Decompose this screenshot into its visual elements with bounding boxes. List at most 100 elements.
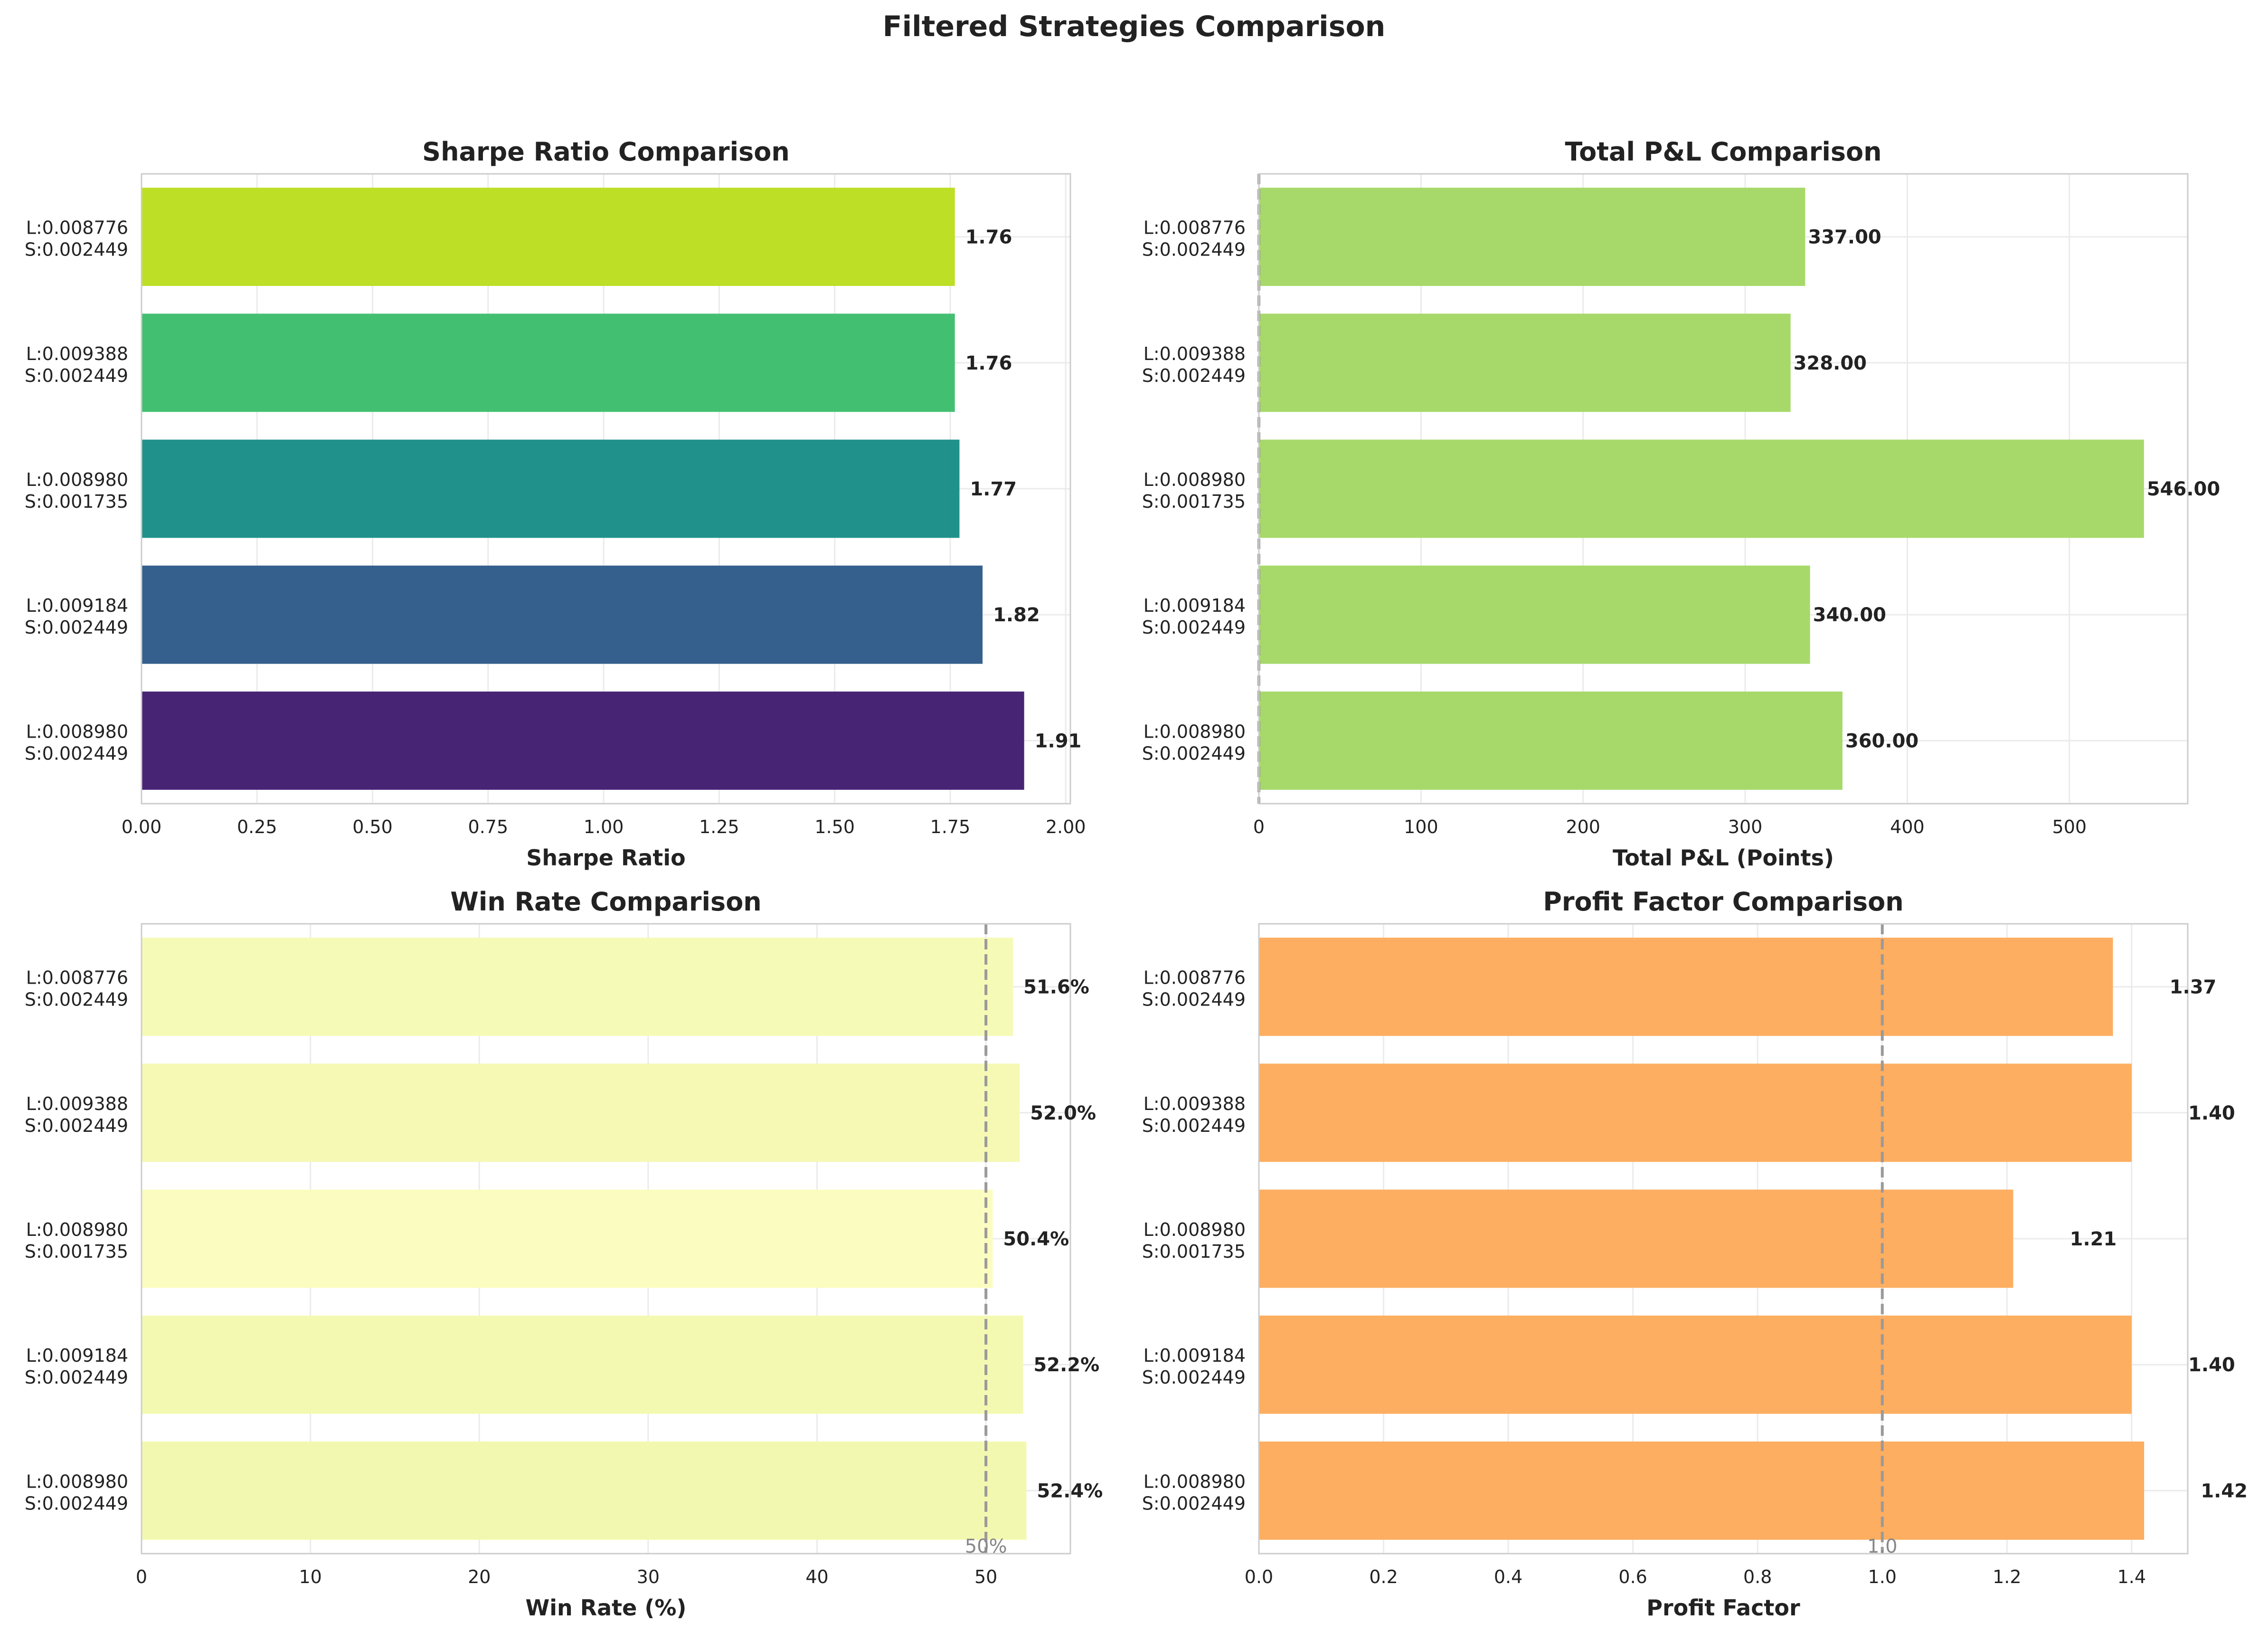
bar [142,313,955,412]
total-p-l-comparison-panel: 360.00 340.00 546.00 328.00 337.00 L:0.008980… [1142,137,2220,871]
x-axis-label: Total P&L (Points) [1613,845,1834,871]
category-label: L:0.009184 S:0.002449 [1142,595,1246,638]
bar [1259,313,1791,412]
x-tick-label: 0.75 [468,816,509,837]
category-label: L:0.009184 S:0.002449 [1142,1345,1246,1388]
value-label: 1.40 [2188,1102,2235,1124]
bar [1259,938,2113,1036]
category-label: L:0.008980 S:0.001735 [1142,469,1246,512]
win-rate-comparison-panel: 50%52.4%52.2%50.4%52.0%51.6%L:0.008980 S:… [25,887,1103,1621]
x-tick-label: 1.50 [814,816,855,837]
bar [1259,691,1843,790]
category-label: L:0.008776 S:0.002449 [1142,968,1246,1010]
bar [142,188,955,286]
category-label: L:0.008980 S:0.001735 [1142,1219,1246,1262]
value-label: 1.42 [2201,1480,2248,1502]
x-tick-label: 500 [2052,816,2087,837]
category-label: L:0.008980 S:0.002449 [25,721,128,764]
bar [1259,1315,2132,1414]
category-label: L:0.009388 S:0.002449 [1142,1093,1246,1136]
value-label: 51.6% [1023,977,1089,998]
x-tick-label: 1.75 [930,816,971,837]
value-label: 1.40 [2188,1354,2235,1376]
x-tick-label: 0 [1253,816,1265,837]
value-label: 340.00 [1813,604,1886,626]
x-tick-label: 200 [1566,816,1600,837]
x-tick-label: 30 [637,1566,660,1587]
x-tick-label: 1.2 [1993,1566,2021,1587]
chart-title: Profit Factor Comparison [1543,887,1903,917]
value-label: 546.00 [2147,478,2220,500]
value-label: 360.00 [1845,730,1918,752]
x-tick-label: 50 [974,1566,997,1587]
x-tick-label: 0.4 [1494,1566,1522,1587]
category-label: L:0.008776 S:0.002449 [1142,218,1246,260]
bar [1259,439,2144,538]
x-tick-label: 10 [299,1566,321,1587]
category-label: L:0.008776 S:0.002449 [25,968,128,1010]
axes-frame [141,173,1071,805]
axes-frame [141,923,1071,1555]
x-axis-label: Win Rate (%) [525,1595,686,1621]
x-tick-label: 1.00 [584,816,624,837]
category-label: L:0.008980 S:0.001735 [25,1219,128,1262]
panels: 1.91 1.82 1.77 1.76 1.76 L:0.008980 S:0.002449… [25,137,2248,1621]
x-tick-label: 400 [1890,816,1925,837]
x-tick-label: 0.6 [1618,1566,1647,1587]
category-label: L:0.008980 S:0.002449 [25,1471,128,1514]
value-label: 1.82 [993,604,1040,626]
bar [142,938,1013,1036]
bar [1259,188,1805,286]
value-label: 52.2% [1033,1354,1099,1376]
bar [1259,565,1810,664]
x-tick-label: 0.00 [122,816,162,837]
value-label: 328.00 [1794,352,1867,374]
category-label: L:0.009184 S:0.002449 [25,595,128,638]
sharpe-ratio-comparison-panel: 1.91 1.82 1.77 1.76 1.76 L:0.008980 S:0.002449… [25,137,1086,871]
x-tick-label: 0.8 [1743,1566,1772,1587]
x-tick-label: 0.25 [237,816,277,837]
value-label: 1.76 [965,227,1012,248]
axes-frame [1258,923,2189,1555]
bar [142,1189,993,1288]
chart-title: Sharpe Ratio Comparison [422,137,790,167]
value-label: 52.4% [1037,1480,1103,1502]
x-tick-label: 0.0 [1245,1566,1273,1587]
bar [142,1063,1020,1162]
value-label: 52.0% [1030,1102,1096,1124]
x-tick-label: 1.0 [1868,1566,1897,1587]
x-tick-label: 0 [136,1566,147,1587]
bar [142,691,1024,790]
value-label: 1.76 [965,352,1012,374]
category-label: L:0.008776 S:0.002449 [25,218,128,260]
chart-title: Win Rate Comparison [450,887,762,917]
category-label: L:0.008980 S:0.001735 [25,469,128,512]
value-label: 1.91 [1035,730,1082,752]
bar [1259,1441,2145,1540]
axes-frame [1258,173,2189,805]
x-tick-label: 2.00 [1046,816,1086,837]
bar [142,1441,1027,1540]
x-tick-label: 20 [468,1566,491,1587]
chart-title: Total P&L Comparison [1565,137,1881,167]
x-tick-label: 40 [805,1566,828,1587]
x-axis-label: Sharpe Ratio [526,845,686,871]
bar [142,565,983,664]
bar [142,439,960,538]
category-label: L:0.009388 S:0.002449 [1142,343,1246,386]
value-label: 1.77 [970,478,1017,500]
x-tick-label: 100 [1404,816,1438,837]
x-tick-label: 1.4 [2117,1566,2146,1587]
bar [142,1315,1023,1414]
x-tick-label: 1.25 [699,816,739,837]
value-label: 1.37 [2170,977,2217,998]
category-label: L:0.008980 S:0.002449 [1142,721,1246,764]
profit-factor-comparison-panel: 1.0 1.42 1.40 1.21 1.40 1.37 L:0.008980 S:0.002… [1142,887,2248,1621]
category-label: L:0.009388 S:0.002449 [25,343,128,386]
bar [1259,1189,2013,1288]
x-tick-label: 300 [1728,816,1763,837]
x-tick-label: 0.2 [1369,1566,1398,1587]
category-label: L:0.009184 S:0.002449 [25,1345,128,1388]
figure-title: Filtered Strategies Comparison [883,10,1386,43]
